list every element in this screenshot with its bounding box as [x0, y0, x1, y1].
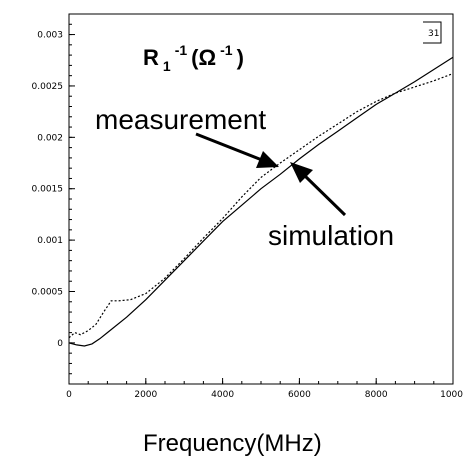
y-axis: 0 0.0005 0.001 0.0015 0.002 0.0025 0.003 — [32, 13, 75, 385]
series-line-simulation — [68, 56, 454, 347]
arrow-simulation — [290, 162, 347, 217]
plot-frame — [68, 13, 454, 385]
x-axis: 0 2000 4000 6000 8000 1000 — [66, 378, 463, 400]
y-tick-label: 0.0005 — [32, 288, 64, 298]
legend-fragment: 31 — [423, 21, 442, 44]
arrow-measurement — [195, 132, 279, 168]
x-tick-label: 1000 — [440, 390, 463, 400]
y-tick-label: 0.0015 — [32, 185, 64, 195]
legend-fragment-label: 31 — [428, 29, 439, 39]
x-tick-label: 6000 — [288, 390, 311, 400]
title-base: R — [143, 45, 159, 70]
title-sub: 1 — [163, 58, 171, 74]
y-tick-label: 0.001 — [37, 236, 63, 246]
title-sup1: -1 — [175, 42, 188, 58]
annotation-measurement: measurement — [95, 104, 266, 135]
series-layer — [68, 56, 454, 347]
chart-title: R 1 -1 (Ω -1 ) — [143, 42, 244, 75]
x-tick-label: 8000 — [365, 390, 388, 400]
y-tick-label: 0 — [57, 339, 63, 349]
title-sup2: -1 — [220, 42, 233, 58]
x-tick-label: 0 — [66, 390, 72, 400]
x-tick-label: 4000 — [211, 390, 234, 400]
y-tick-label: 0.0025 — [32, 82, 64, 92]
title-unit-open: (Ω — [191, 45, 216, 70]
y-tick-label: 0.003 — [37, 31, 63, 41]
x-tick-label: 2000 — [134, 390, 157, 400]
y-tick-label: 0.002 — [37, 133, 63, 143]
x-axis-label: Frequency(MHz) — [143, 430, 322, 457]
annotation-simulation: simulation — [268, 220, 394, 251]
title-unit-close: ) — [237, 45, 244, 70]
